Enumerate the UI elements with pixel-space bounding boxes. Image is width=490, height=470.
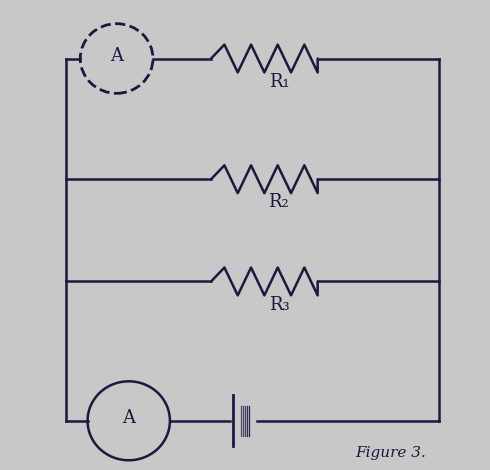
- Text: A: A: [122, 409, 135, 427]
- Text: R₂: R₂: [269, 194, 289, 212]
- Text: R₁: R₁: [269, 73, 289, 91]
- Text: Figure 3.: Figure 3.: [355, 446, 426, 460]
- Text: R₃: R₃: [269, 296, 289, 313]
- Text: A: A: [110, 47, 123, 65]
